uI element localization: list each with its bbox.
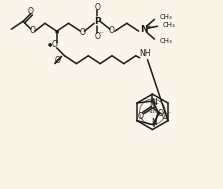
Text: Abs: Abs — [147, 109, 158, 114]
Text: O: O — [94, 3, 100, 12]
Text: ●: ● — [48, 41, 52, 46]
Text: +: + — [146, 24, 151, 30]
Text: O: O — [30, 26, 36, 35]
Text: O: O — [109, 26, 115, 35]
Text: O: O — [79, 28, 85, 37]
Text: O: O — [138, 112, 144, 121]
Text: ⁻: ⁻ — [168, 112, 171, 117]
Text: P: P — [94, 17, 101, 26]
Text: CH₃: CH₃ — [162, 22, 175, 28]
Text: +: + — [154, 101, 159, 106]
Text: O: O — [55, 56, 61, 65]
Text: O: O — [94, 32, 100, 41]
Text: N: N — [151, 118, 157, 127]
Text: ●: ● — [55, 29, 59, 34]
Text: CH₃: CH₃ — [159, 38, 172, 44]
Text: N: N — [151, 98, 157, 108]
Text: CH₃: CH₃ — [159, 14, 172, 20]
Text: O: O — [52, 40, 58, 50]
Text: O: O — [28, 6, 34, 15]
Text: NH: NH — [140, 49, 151, 58]
Text: N: N — [150, 101, 155, 110]
Text: ⁻: ⁻ — [100, 32, 103, 38]
Text: O: O — [161, 112, 167, 121]
Text: N: N — [140, 25, 147, 34]
Text: O: O — [158, 109, 164, 118]
